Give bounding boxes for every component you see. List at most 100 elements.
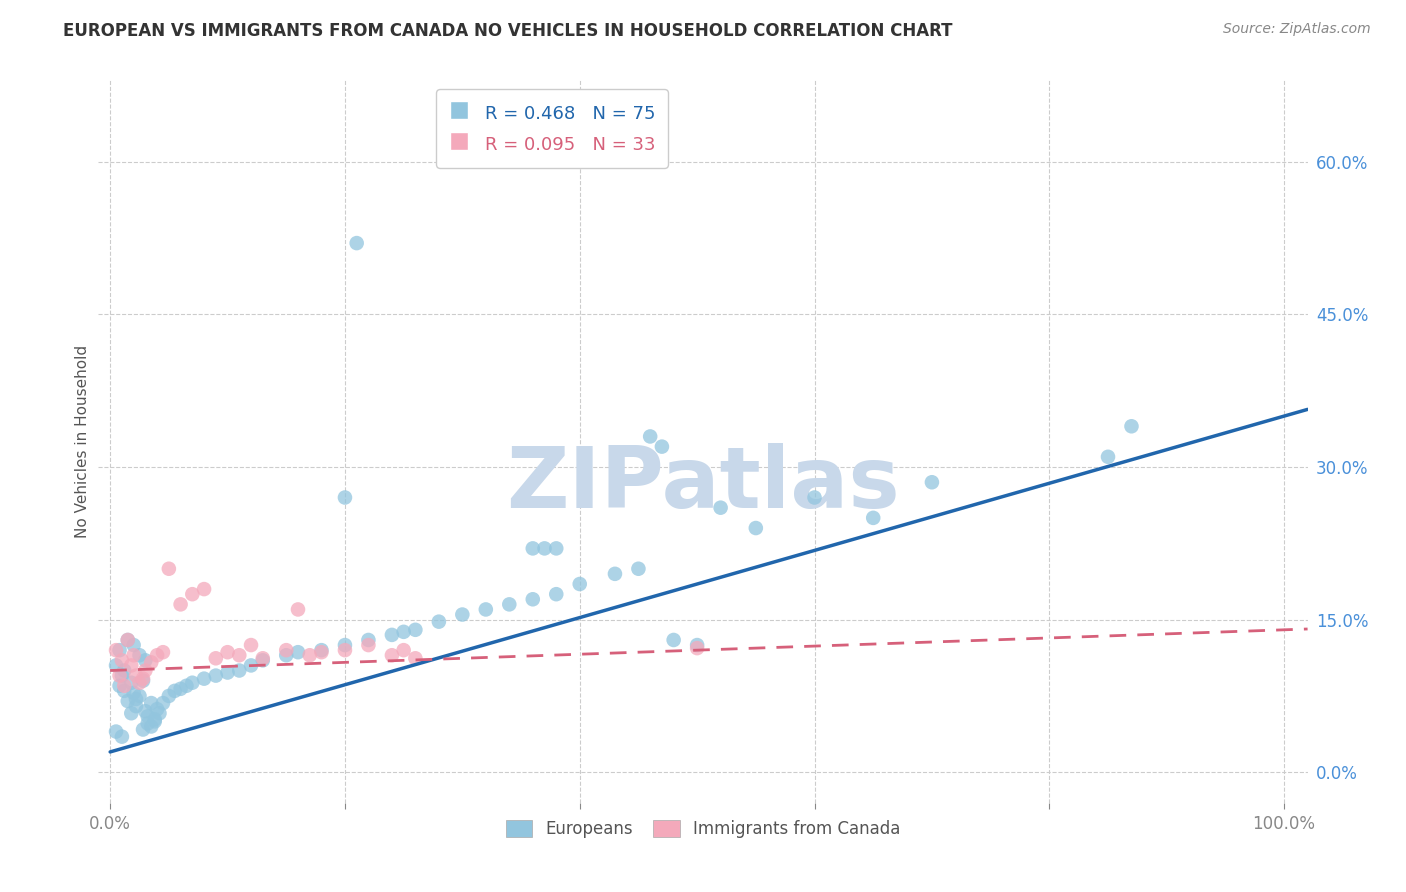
Text: EUROPEAN VS IMMIGRANTS FROM CANADA NO VEHICLES IN HOUSEHOLD CORRELATION CHART: EUROPEAN VS IMMIGRANTS FROM CANADA NO VE…	[63, 22, 953, 40]
Point	[108, 679, 131, 693]
Point	[157, 562, 180, 576]
Point	[111, 653, 134, 667]
Point	[1097, 450, 1119, 464]
Point	[686, 641, 709, 656]
Point	[157, 689, 180, 703]
Point	[451, 607, 474, 622]
Point	[146, 648, 169, 663]
Point	[108, 643, 131, 657]
Point	[143, 712, 166, 726]
Point	[169, 681, 191, 696]
Point	[132, 672, 155, 686]
Text: Source: ZipAtlas.com: Source: ZipAtlas.com	[1223, 22, 1371, 37]
Point	[204, 651, 226, 665]
Point	[333, 643, 356, 657]
Point	[120, 675, 142, 690]
Point	[146, 702, 169, 716]
Legend: Europeans, Immigrants from Canada: Europeans, Immigrants from Canada	[499, 814, 907, 845]
Point	[148, 706, 170, 721]
Point	[163, 684, 186, 698]
Point	[651, 440, 673, 454]
Text: ZIPatlas: ZIPatlas	[506, 443, 900, 526]
Point	[105, 643, 128, 657]
Point	[427, 615, 450, 629]
Point	[627, 562, 650, 576]
Point	[117, 632, 139, 647]
Point	[134, 664, 156, 678]
Point	[346, 236, 368, 251]
Point	[112, 679, 135, 693]
Point	[176, 679, 198, 693]
Point	[298, 648, 321, 663]
Point	[193, 582, 215, 596]
Point	[125, 692, 148, 706]
Point	[125, 699, 148, 714]
Point	[546, 587, 568, 601]
Point	[217, 645, 239, 659]
Point	[357, 638, 380, 652]
Point	[404, 651, 426, 665]
Point	[111, 730, 134, 744]
Point	[381, 628, 404, 642]
Point	[136, 709, 159, 723]
Point	[1121, 419, 1143, 434]
Point	[381, 648, 404, 663]
Point	[862, 511, 884, 525]
Point	[745, 521, 768, 535]
Point	[287, 645, 309, 659]
Point	[475, 602, 498, 616]
Point	[204, 668, 226, 682]
Point	[120, 658, 142, 673]
Point	[193, 672, 215, 686]
Point	[240, 658, 263, 673]
Point	[240, 638, 263, 652]
Point	[252, 653, 274, 667]
Point	[141, 696, 163, 710]
Point	[803, 491, 825, 505]
Point	[333, 491, 356, 505]
Point	[128, 689, 150, 703]
Point	[686, 638, 709, 652]
Point	[181, 587, 204, 601]
Point	[152, 696, 174, 710]
Point	[638, 429, 661, 443]
Y-axis label: No Vehicles in Household: No Vehicles in Household	[75, 345, 90, 538]
Point	[217, 665, 239, 680]
Point	[134, 653, 156, 667]
Point	[134, 704, 156, 718]
Point	[117, 632, 139, 647]
Point	[404, 623, 426, 637]
Point	[252, 651, 274, 665]
Point	[311, 645, 333, 659]
Point	[122, 648, 145, 663]
Point	[287, 602, 309, 616]
Point	[522, 541, 544, 556]
Point	[132, 723, 155, 737]
Point	[108, 668, 131, 682]
Point	[132, 673, 155, 688]
Point	[136, 716, 159, 731]
Point	[152, 645, 174, 659]
Point	[311, 643, 333, 657]
Point	[128, 675, 150, 690]
Point	[112, 664, 135, 678]
Point	[122, 686, 145, 700]
Point	[111, 668, 134, 682]
Point	[141, 656, 163, 670]
Point	[522, 592, 544, 607]
Point	[710, 500, 733, 515]
Point	[125, 668, 148, 682]
Point	[662, 632, 685, 647]
Point	[276, 648, 298, 663]
Point	[276, 643, 298, 657]
Point	[141, 719, 163, 733]
Point	[333, 638, 356, 652]
Point	[117, 694, 139, 708]
Point	[546, 541, 568, 556]
Point	[357, 632, 380, 647]
Point	[533, 541, 555, 556]
Point	[120, 706, 142, 721]
Point	[122, 638, 145, 652]
Point	[498, 598, 520, 612]
Point	[128, 648, 150, 663]
